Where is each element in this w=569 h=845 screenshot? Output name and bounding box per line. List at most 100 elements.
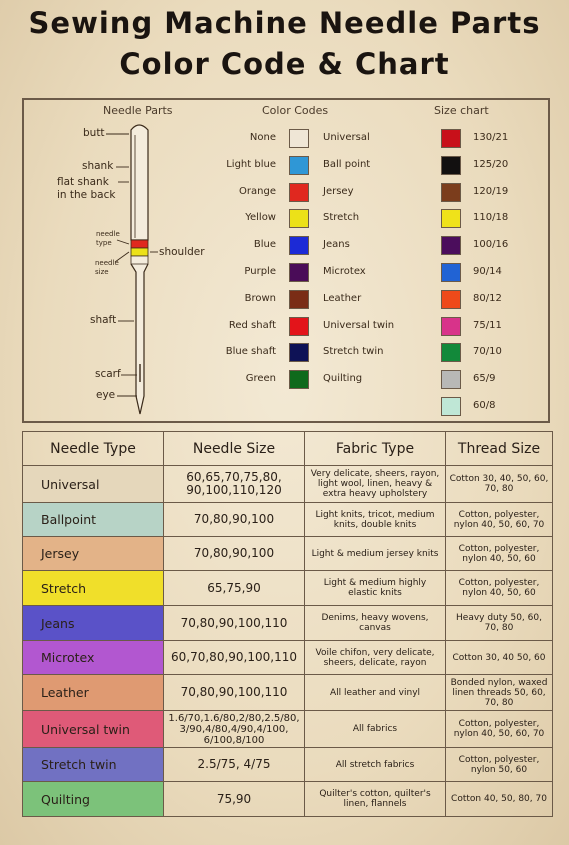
color-code-needle-type: Jersey (323, 186, 354, 197)
color-code-needle-type: Universal twin (323, 320, 395, 331)
size-swatch (441, 183, 461, 202)
size-swatch (441, 290, 461, 309)
color-code-needle-type: Universal (323, 132, 370, 143)
thread-size-cell: Cotton 30, 40 50, 60 (445, 640, 553, 675)
thread-size-cell: Cotton 40, 50, 80, 70 (445, 781, 553, 817)
table-row: Quilting 75,90 Quilter's cotton, quilter's… (22, 781, 553, 817)
color-code-swatch (289, 129, 309, 148)
needle-parts-heading: Needle Parts (103, 104, 173, 117)
color-codes-heading: Color Codes (262, 104, 329, 117)
color-code-needle-type: Leather (323, 293, 362, 304)
color-code-swatch (289, 263, 309, 282)
needle-type-cell: Ballpoint (22, 502, 164, 537)
needle-size-cell: 70,80,90,100 (163, 502, 305, 537)
thread-size-cell: Cotton, polyester, nylon 50, 60 (445, 747, 553, 782)
needle-size-cell: 65,75,90 (163, 570, 305, 606)
fabric-type-cell: Voile chifon, very delicate, sheers, del… (304, 640, 446, 675)
color-code-needle-type: Ball point (323, 159, 371, 170)
needle-size-cell: 1.6/70,1.6/80,2/80,2.5/80, 3/90,4/80,4/9… (163, 710, 305, 748)
fabric-type-cell: Light knits, tricot, medium knits, doubl… (304, 502, 446, 537)
color-code-swatch (289, 183, 309, 202)
fabric-type-cell: Quilter's cotton, quilter's linen, flann… (304, 781, 446, 817)
size-label: 70/10 (473, 346, 502, 357)
label-needle-type-2: type (96, 239, 112, 247)
size-swatch (441, 263, 461, 282)
color-code-needle-type: Microtex (323, 266, 366, 277)
title-line-1: Sewing Machine Needle Parts (28, 6, 541, 40)
size-label: 125/20 (473, 159, 509, 170)
color-code-swatch (289, 290, 309, 309)
color-code-name: Red shaft (228, 320, 276, 331)
table-row: Jersey 70,80,90,100 Light & medium jersey … (22, 536, 553, 571)
needle-size-cell: 60,65,70,75,80, 90,100,110,120 (163, 465, 305, 503)
needle-size-band (130, 247, 149, 257)
thread-size-cell: Cotton 30, 40, 50, 60, 70, 80 (445, 465, 553, 503)
color-code-swatch (289, 370, 309, 389)
table-row: Stretch 65,75,90 Light & medium highly ela… (22, 570, 553, 606)
table-row: Leather 70,80,90,100,110 All leather and v… (22, 674, 553, 711)
label-shoulder: shoulder (159, 246, 205, 258)
label-flat-shank-2: in the back (57, 189, 116, 201)
size-swatch (441, 317, 461, 336)
table-row: Jeans 70,80,90,100,110 Denims, heavy woven… (22, 605, 553, 641)
color-code-swatch (289, 317, 309, 336)
thread-size-cell: Heavy duty 50, 60, 70, 80 (445, 605, 553, 641)
size-swatch (441, 156, 461, 175)
size-swatch (441, 129, 461, 148)
needle-type-cell: Leather (22, 674, 164, 711)
label-flat-shank-1: flat shank (57, 176, 109, 188)
thread-size-cell: Cotton, polyester, nylon 40, 50, 60 (445, 536, 553, 571)
color-code-swatch (289, 156, 309, 175)
color-code-name: Blue (253, 239, 276, 250)
size-label: 90/14 (473, 266, 502, 277)
needle-size-cell: 70,80,90,100,110 (163, 674, 305, 711)
needle-size-cell: 70,80,90,100 (163, 536, 305, 571)
needle-type-cell: Microtex (22, 640, 164, 675)
parts-panel (22, 98, 550, 423)
thread-size-cell: Bonded nylon, waxed linen threads 50, 60… (445, 674, 553, 711)
fabric-type-cell: All stretch fabrics (304, 747, 446, 782)
size-label: 130/21 (473, 132, 509, 143)
color-code-swatch (289, 236, 309, 255)
table-row: Ballpoint 70,80,90,100 Light knits, tricot… (22, 502, 553, 537)
size-label: 110/18 (473, 212, 509, 223)
needle-type-band (130, 239, 149, 249)
color-code-name: Brown (244, 293, 276, 304)
color-code-name: None (249, 132, 276, 143)
color-code-needle-type: Quilting (323, 373, 363, 384)
needle-size-cell: 70,80,90,100,110 (163, 605, 305, 641)
needle-type-cell: Universal twin (22, 710, 164, 748)
fabric-type-cell: Denims, heavy wovens, canvas (304, 605, 446, 641)
thread-size-cell: Cotton, polyester, nylon 40, 50, 60, 70 (445, 710, 553, 748)
color-code-swatch (289, 209, 309, 228)
table-row: Microtex 60,70,80,90,100,110 Voile chifon,… (22, 640, 553, 675)
color-code-needle-type: Stretch (323, 212, 360, 223)
col-header-needle-type: Needle Type (22, 431, 164, 466)
color-code-name: Orange (239, 186, 276, 197)
label-butt: butt (83, 127, 105, 139)
size-swatch (441, 370, 461, 389)
color-code-name: Light blue (226, 159, 276, 170)
color-code-name: Purple (244, 266, 276, 277)
fabric-type-cell: Light & medium highly elastic knits (304, 570, 446, 606)
table-row: Universal 60,65,70,75,80, 90,100,110,120 V… (22, 465, 553, 503)
fabric-type-cell: Light & medium jersey knits (304, 536, 446, 571)
label-shaft: shaft (90, 314, 117, 326)
needle-size-cell: 75,90 (163, 781, 305, 817)
size-swatch (441, 397, 461, 416)
col-header-needle-size: Needle Size (163, 431, 305, 466)
fabric-type-cell: All leather and vinyl (304, 674, 446, 711)
size-label: 80/12 (473, 293, 502, 304)
size-chart-heading: Size chart (434, 104, 489, 117)
title-line-2: Color Code & Chart (119, 47, 450, 81)
table-row: Stretch twin 2.5/75, 4/75 All stretch fabr… (22, 747, 553, 782)
thread-size-cell: Cotton, polyester, nylon 40, 50, 60, 70 (445, 502, 553, 537)
needle-type-cell: Jersey (22, 536, 164, 571)
size-label: 60/8 (473, 400, 496, 411)
thread-size-cell: Cotton, polyester, nylon 40, 50, 60 (445, 570, 553, 606)
color-code-needle-type: Stretch twin (323, 346, 384, 357)
col-header-thread-size: Thread Size (445, 431, 553, 466)
fabric-type-cell: All fabrics (304, 710, 446, 748)
needle-type-cell: Jeans (22, 605, 164, 641)
